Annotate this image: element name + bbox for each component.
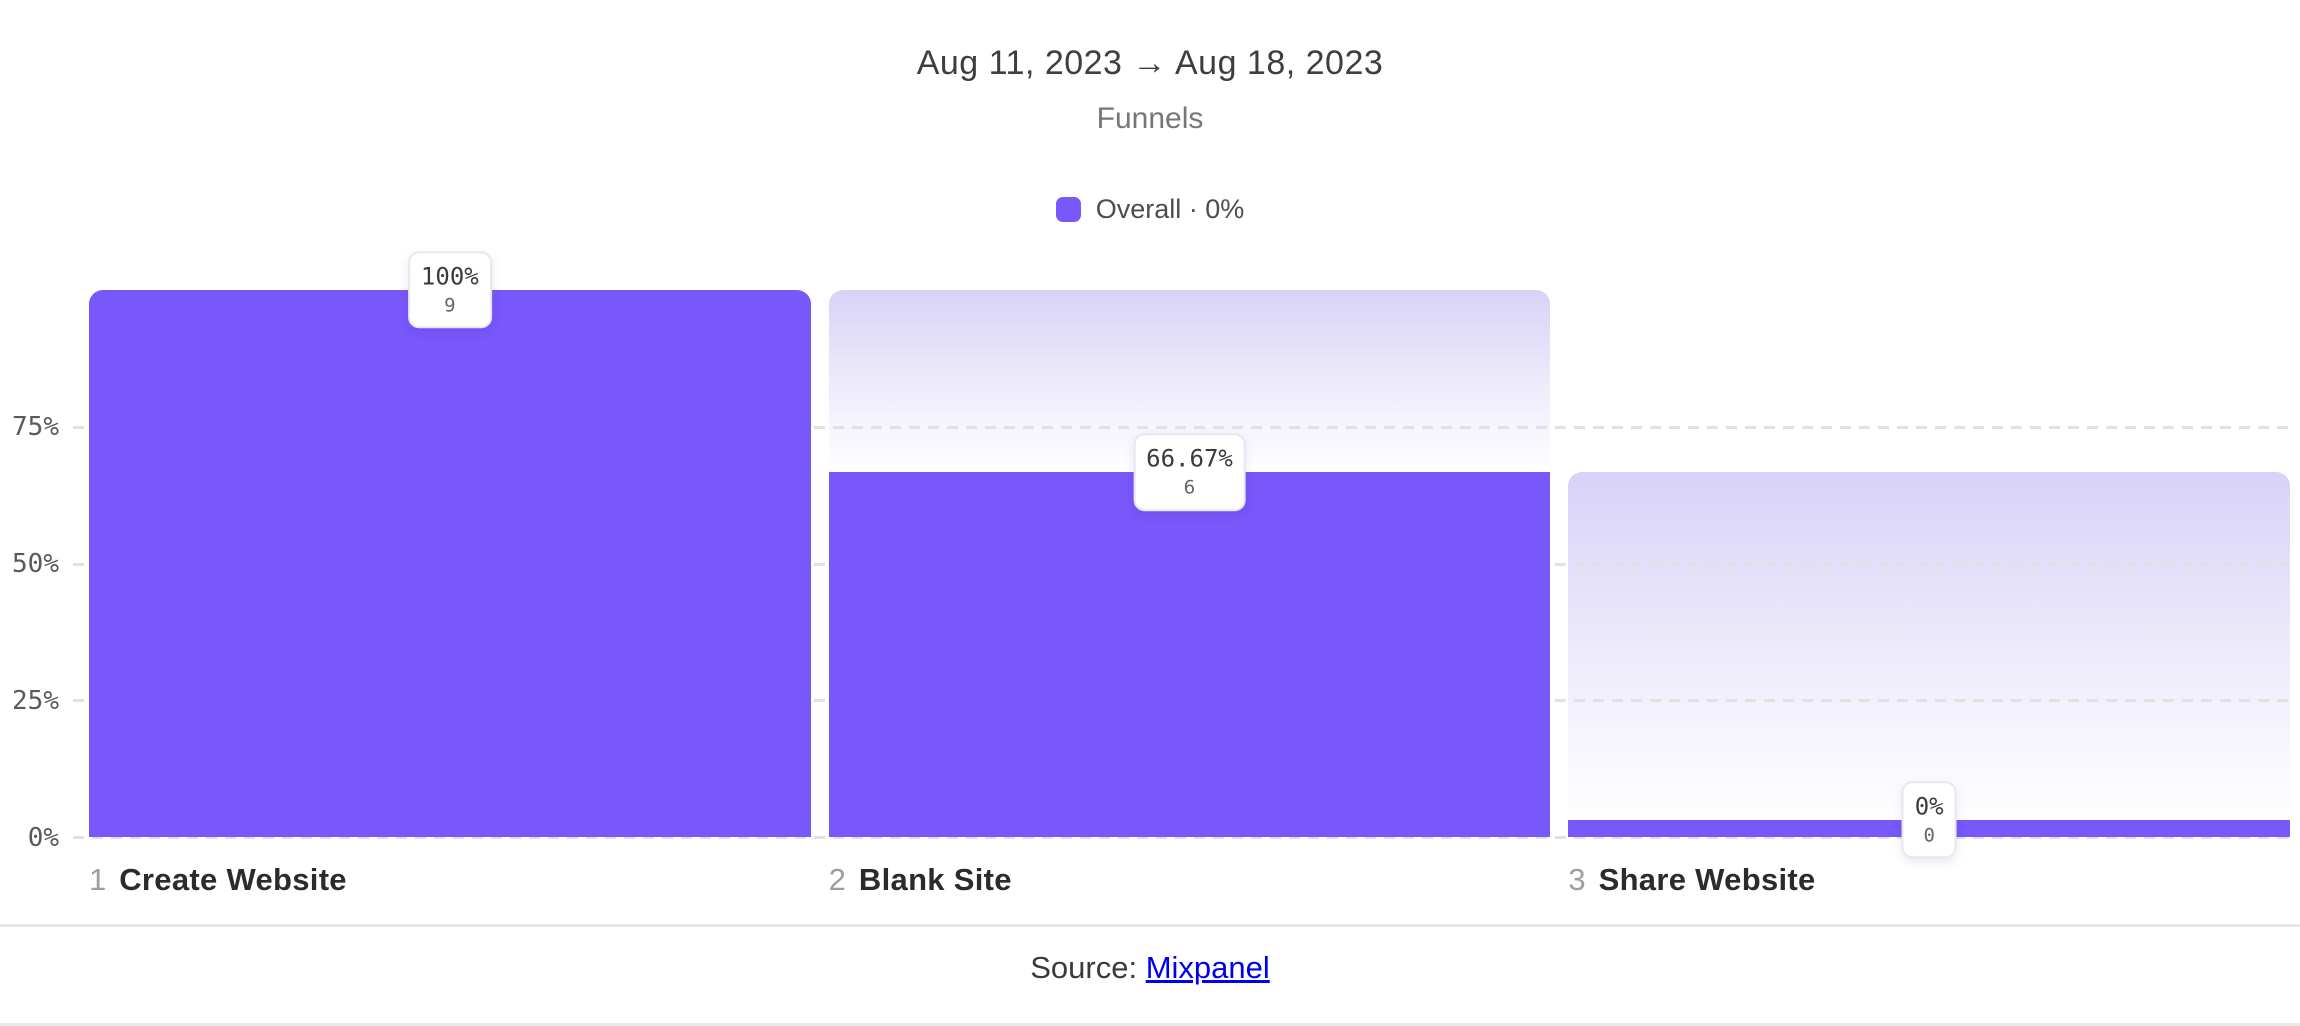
- gridline-0: 0%: [28, 823, 2290, 853]
- converted-bar[interactable]: [828, 472, 1551, 837]
- funnel-bar-create-website[interactable]: 100% 9: [89, 251, 811, 837]
- step-name: Create Website: [119, 862, 347, 897]
- unconverted-area: [1568, 472, 2291, 820]
- step-number: 1: [89, 862, 107, 897]
- funnel-bar-share-website[interactable]: 0% 0: [1568, 290, 2291, 859]
- step-labels: 1 Create Website 2 Blank Site 3 Share We…: [89, 862, 2290, 898]
- step-name: Blank Site: [858, 862, 1012, 897]
- converted-bar[interactable]: [89, 290, 811, 837]
- y-axis-tick-label-0: 0%: [27, 822, 59, 853]
- badge-count: 0: [1923, 824, 1935, 847]
- badge-count: 6: [1183, 476, 1196, 499]
- step-number: 2: [828, 862, 846, 897]
- y-axis-tick-label-25: 25%: [12, 685, 59, 716]
- step-label-share-website[interactable]: 3 Share Website: [1568, 862, 2290, 898]
- badge-count: 9: [444, 294, 456, 317]
- conversion-badge: 66.67% 6: [1133, 433, 1246, 512]
- y-axis-tick-label-50: 50%: [12, 549, 59, 579]
- step-number: 3: [1568, 862, 1586, 897]
- step-name: Share Website: [1598, 862, 1816, 897]
- conversion-badge: 100% 9: [407, 251, 492, 329]
- conversion-badge: 0% 0: [1901, 781, 1957, 859]
- mixpanel-link[interactable]: Mixpanel: [1145, 950, 1270, 985]
- legend: Overall · 0%: [0, 194, 2300, 225]
- divider: [0, 924, 2300, 927]
- report-type-subtitle: Funnels: [1096, 102, 1204, 135]
- gridline-75: 75%: [12, 412, 2290, 442]
- badge-percent: 66.67%: [1146, 444, 1233, 473]
- funnel-chart: 75% 50% 25% 0% 100% 9 66.: [12, 251, 2291, 859]
- legend-item-overall[interactable]: Overall · 0%: [1055, 194, 1245, 225]
- badge-percent: 100%: [420, 262, 479, 291]
- step-label-blank-site[interactable]: 2 Blank Site: [829, 862, 1551, 898]
- y-axis-tick-label-75: 75%: [12, 412, 59, 443]
- step-label-create-website[interactable]: 1 Create Website: [89, 862, 811, 898]
- legend-label: Overall · 0%: [1095, 194, 1245, 224]
- badge-percent: 0%: [1914, 792, 1944, 821]
- funnel-bar-blank-site[interactable]: 66.67% 6: [828, 290, 1551, 837]
- date-range-title: Aug 11, 2023 → Aug 18, 2023: [916, 44, 1384, 82]
- source-label: Source:: [1030, 950, 1138, 985]
- legend-swatch-icon: [1055, 197, 1081, 222]
- funnel-bars: 100% 9 66.67% 6 0% 0: [89, 251, 2291, 859]
- source-line: Source: Mixpanel: [0, 950, 2300, 986]
